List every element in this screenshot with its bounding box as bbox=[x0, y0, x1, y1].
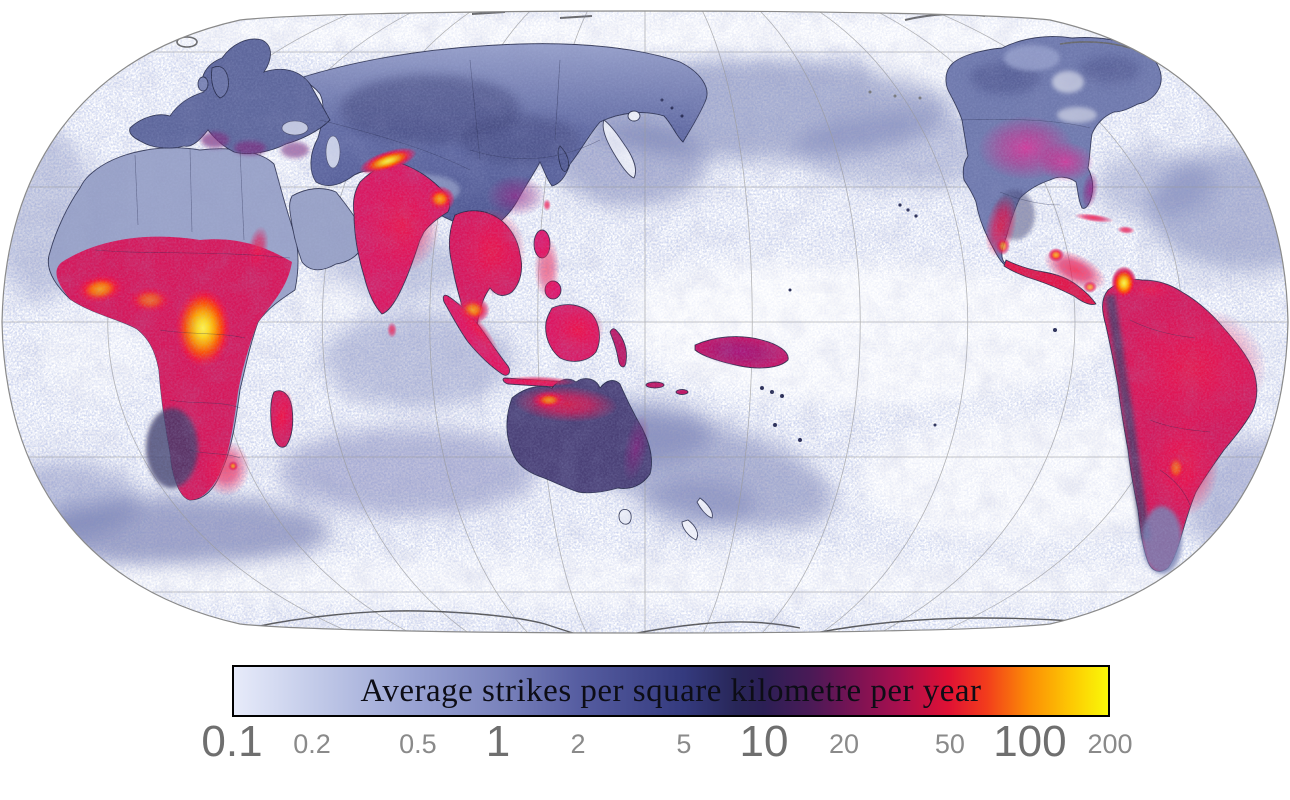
antarctic-peninsula bbox=[1224, 595, 1249, 633]
tick-label-20: 20 bbox=[829, 729, 860, 759]
legend-colorbar: Average strikes per square kilometre per… bbox=[232, 665, 1110, 717]
tick-label-2: 2 bbox=[570, 729, 586, 759]
svalbard bbox=[319, 11, 363, 13]
tick-label-10: 10 bbox=[739, 717, 789, 766]
world-lightning-map bbox=[1, 10, 1289, 634]
tick-label-50: 50 bbox=[934, 729, 965, 759]
tick-label-5: 5 bbox=[676, 729, 692, 759]
map-canvas bbox=[1, 10, 1289, 634]
tick-label-1: 1 bbox=[485, 717, 511, 766]
legend-title: Average strikes per square kilometre per… bbox=[360, 672, 982, 709]
tick-label-200: 200 bbox=[1087, 729, 1133, 759]
tick-label-100: 100 bbox=[993, 717, 1067, 766]
tick-label-0.1: 0.1 bbox=[201, 717, 263, 766]
tick-label-0.5: 0.5 bbox=[399, 729, 437, 759]
greenland-east-coast bbox=[29, 41, 116, 67]
map-outline bbox=[1, 10, 1289, 634]
surface-speckle bbox=[2, 11, 1288, 633]
tick-label-0.2: 0.2 bbox=[293, 729, 331, 759]
